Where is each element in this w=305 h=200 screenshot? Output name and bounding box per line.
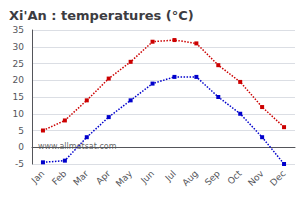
svg-text:Jan: Jan: [29, 168, 47, 186]
svg-text:Dec: Dec: [268, 168, 287, 187]
svg-text:Apr: Apr: [94, 168, 112, 186]
svg-text:Aug: Aug: [180, 168, 199, 187]
svg-text:-5: -5: [15, 159, 24, 169]
svg-text:15: 15: [13, 92, 24, 102]
svg-text:Oct: Oct: [226, 168, 244, 186]
svg-text:35: 35: [13, 25, 24, 35]
svg-text:30: 30: [13, 42, 25, 52]
svg-text:May: May: [114, 168, 135, 189]
svg-text:25: 25: [13, 59, 24, 69]
svg-text:5: 5: [18, 126, 24, 136]
svg-text:Jun: Jun: [138, 168, 156, 186]
svg-text:Sep: Sep: [203, 168, 222, 187]
svg-text:Feb: Feb: [50, 168, 69, 187]
svg-text:0: 0: [18, 142, 24, 152]
svg-text:Mar: Mar: [71, 168, 90, 187]
svg-text:Xi'An : temperatures (°C): Xi'An : temperatures (°C): [9, 8, 194, 23]
svg-text:20: 20: [13, 75, 25, 85]
svg-text:10: 10: [13, 109, 25, 119]
svg-text:www.allmetsat.com: www.allmetsat.com: [38, 142, 117, 151]
svg-text:Jul: Jul: [163, 168, 178, 183]
svg-text:Nov: Nov: [246, 168, 266, 188]
